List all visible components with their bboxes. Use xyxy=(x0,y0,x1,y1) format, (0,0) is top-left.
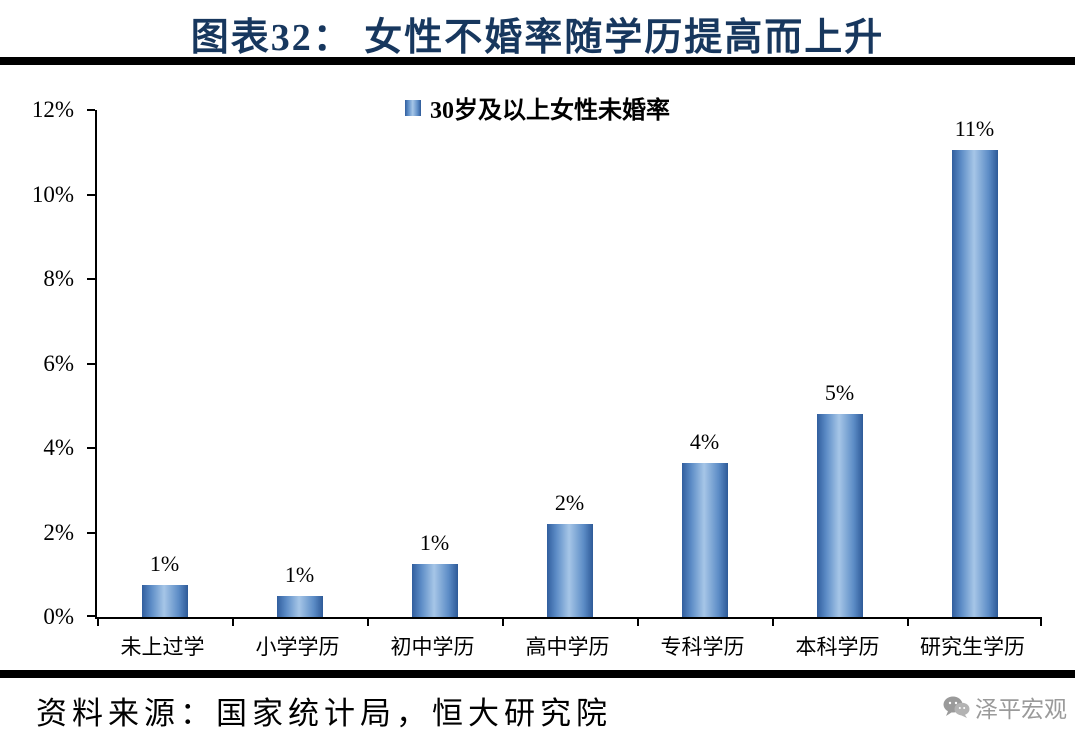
x-axis-tick xyxy=(1040,617,1042,626)
bar xyxy=(411,564,458,617)
watermark: 泽平宏观 xyxy=(942,690,1067,724)
x-axis-tick xyxy=(907,617,909,626)
bar-value-label: 5% xyxy=(824,380,855,406)
wechat-icon xyxy=(942,695,970,719)
y-axis-tick xyxy=(87,193,95,196)
legend: 30岁及以上女性未婚率 xyxy=(0,90,1075,125)
watermark-label: 泽平宏观 xyxy=(975,696,1067,722)
bar-value-label: 1% xyxy=(284,561,315,587)
x-category-label: 未上过学 xyxy=(120,635,205,659)
x-category-label: 小学学历 xyxy=(255,635,340,659)
bar-value-label: 1% xyxy=(149,551,180,577)
x-axis-tick xyxy=(367,617,369,626)
y-axis-labels: 0% 2% 4% 6% 8% 10% 12% xyxy=(0,97,86,629)
legend-swatch xyxy=(405,99,421,116)
y-tick-label: 2% xyxy=(43,519,74,545)
x-axis-tick xyxy=(97,617,99,626)
y-axis-tick xyxy=(87,531,95,534)
x-axis-tick xyxy=(232,617,234,626)
y-tick-label: 0% xyxy=(43,604,74,629)
y-axis-tick xyxy=(87,278,95,280)
x-category-label: 初中学历 xyxy=(390,635,475,659)
x-axis-tick xyxy=(772,617,774,626)
y-tick-label: 4% xyxy=(43,435,74,460)
bar-value-label: 11% xyxy=(954,116,995,142)
source-note: 资料来源：国家统计局，恒大研究院 xyxy=(36,696,612,731)
bar xyxy=(681,462,728,617)
bar xyxy=(816,414,863,617)
bottom-divider xyxy=(0,670,1075,678)
bar xyxy=(276,595,323,617)
y-tick-label: 10% xyxy=(31,181,74,207)
y-tick-label: 8% xyxy=(43,266,74,291)
x-axis-labels: 未上过学 小学学历 初中学历 高中学历 专科学历 本科学历 研究生学历 xyxy=(95,631,1040,661)
bar xyxy=(951,150,998,617)
x-category-label: 本科学历 xyxy=(795,635,880,659)
x-category-label: 研究生学历 xyxy=(920,635,1025,659)
x-category-label: 专科学历 xyxy=(660,635,745,659)
chart-title: 图表32： 女性不婚率随学历提高而上升 xyxy=(190,17,885,59)
top-divider xyxy=(0,57,1075,65)
y-tick-label: 12% xyxy=(31,97,74,122)
bar-value-label: 1% xyxy=(419,530,450,556)
y-tick-label: 6% xyxy=(43,350,74,376)
x-axis-tick xyxy=(502,617,504,626)
plot-area: 1% 1% 1% 2% 4% 5% 11% xyxy=(87,109,1042,626)
y-axis-tick xyxy=(87,362,95,365)
x-axis-tick xyxy=(637,617,639,626)
y-axis-tick xyxy=(87,615,95,617)
bar xyxy=(546,524,593,617)
bar-value-label: 4% xyxy=(689,428,720,454)
legend-label: 30岁及以上女性未婚率 xyxy=(430,98,670,124)
bar-value-label: 2% xyxy=(554,490,585,516)
x-category-label: 高中学历 xyxy=(525,635,610,659)
y-axis-tick xyxy=(87,109,95,111)
y-axis-tick xyxy=(87,447,95,449)
bar xyxy=(141,585,188,617)
